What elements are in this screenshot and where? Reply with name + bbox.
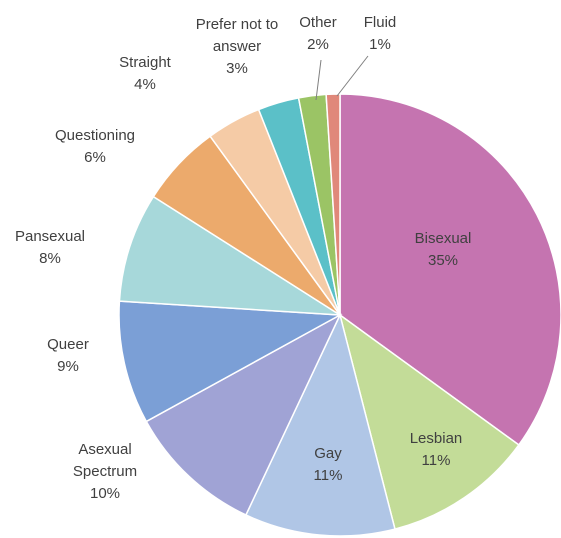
slice-label: Bisexual 35%: [388, 228, 498, 272]
category-label: Pansexual: [14, 228, 86, 245]
value-label: 35%: [427, 252, 459, 269]
slice: [339, 93, 561, 446]
leader-line: [315, 59, 322, 101]
slice-label: Lesbian 11%: [381, 428, 491, 472]
category-label: Bisexual: [414, 230, 472, 247]
value-label: 11%: [313, 467, 343, 484]
category-label: Other: [299, 14, 337, 31]
category-label: Gay: [314, 445, 342, 462]
category-label: Fluid: [363, 14, 397, 31]
value-label: 8%: [39, 250, 61, 267]
category-label: Asexual Spectrum: [72, 441, 138, 480]
value-label: 9%: [57, 358, 79, 375]
slice-label: Fluid 1%: [325, 12, 435, 56]
value-label: 6%: [84, 149, 106, 166]
category-label: Prefer not to answer: [195, 16, 279, 55]
slice-label: Queer 9%: [13, 334, 123, 378]
slice: [118, 300, 343, 423]
value-label: 4%: [134, 76, 156, 93]
category-label: Questioning: [54, 127, 136, 144]
slice: [118, 195, 341, 316]
value-label: 3%: [226, 60, 248, 77]
slice-label: Prefer not to answer 3%: [182, 14, 292, 80]
slice: [244, 312, 396, 537]
slice: [145, 313, 342, 516]
category-label: Straight: [119, 54, 171, 71]
value-label: 2%: [307, 36, 329, 53]
slice-label: Gay 11%: [273, 443, 383, 487]
category-label: Lesbian: [409, 430, 463, 447]
slice-label: Asexual Spectrum 10%: [50, 439, 160, 505]
pie: [118, 93, 561, 537]
slice: [325, 93, 341, 316]
value-label: 10%: [89, 485, 121, 502]
value-label: 1%: [369, 36, 391, 53]
leader-line: [336, 55, 369, 97]
slice-label: Other 2%: [263, 12, 373, 56]
slice-label: Questioning 6%: [40, 125, 150, 169]
slice-label: Straight 4%: [90, 52, 200, 96]
category-label: Queer: [47, 336, 89, 353]
slice: [338, 313, 520, 530]
slice-label: Pansexual 8%: [0, 226, 105, 270]
value-label: 11%: [421, 452, 451, 469]
